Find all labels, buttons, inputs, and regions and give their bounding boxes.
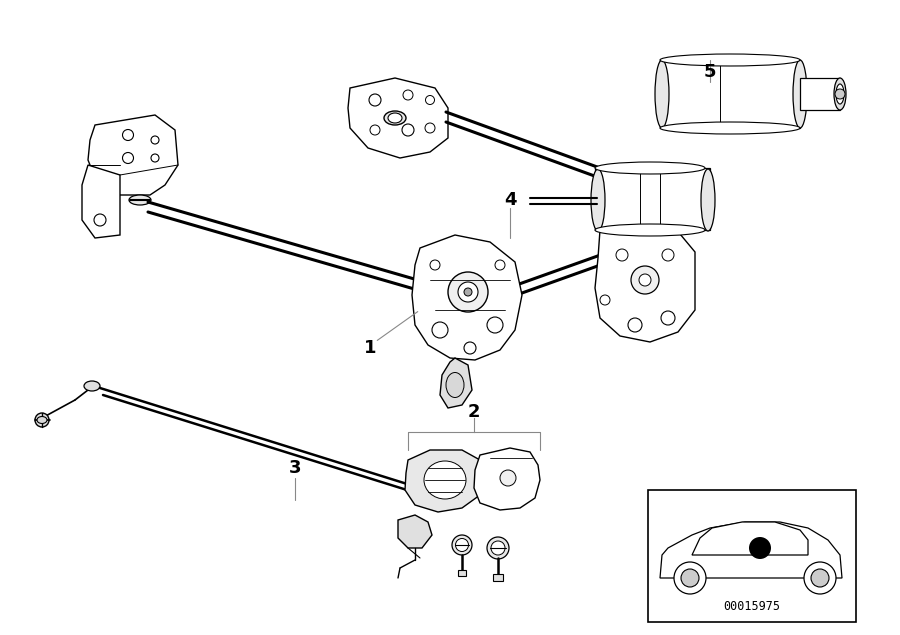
Ellipse shape: [388, 113, 402, 123]
Circle shape: [661, 311, 675, 325]
Circle shape: [94, 214, 106, 226]
Ellipse shape: [836, 84, 844, 104]
Polygon shape: [474, 448, 540, 510]
Polygon shape: [405, 450, 485, 512]
Circle shape: [426, 95, 435, 105]
Ellipse shape: [129, 195, 151, 205]
Circle shape: [495, 260, 505, 270]
Circle shape: [464, 288, 472, 296]
Circle shape: [662, 249, 674, 261]
Polygon shape: [800, 78, 840, 110]
Ellipse shape: [701, 169, 715, 231]
Circle shape: [464, 342, 476, 354]
Text: 4: 4: [504, 191, 517, 209]
Polygon shape: [660, 60, 800, 128]
Polygon shape: [595, 218, 695, 342]
Circle shape: [370, 125, 380, 135]
Circle shape: [458, 282, 478, 302]
Circle shape: [35, 413, 49, 427]
Text: 3: 3: [289, 459, 302, 477]
Circle shape: [403, 90, 413, 100]
Polygon shape: [692, 522, 808, 555]
Ellipse shape: [424, 461, 466, 499]
Polygon shape: [440, 358, 472, 408]
Circle shape: [835, 89, 845, 99]
Circle shape: [749, 537, 771, 559]
Circle shape: [804, 562, 836, 594]
Ellipse shape: [655, 60, 669, 128]
Circle shape: [681, 569, 699, 587]
Ellipse shape: [591, 169, 605, 231]
Circle shape: [500, 470, 516, 486]
Circle shape: [616, 249, 628, 261]
Ellipse shape: [793, 60, 807, 128]
Circle shape: [487, 317, 503, 333]
Ellipse shape: [384, 111, 406, 125]
Polygon shape: [595, 168, 710, 230]
Circle shape: [631, 266, 659, 294]
Circle shape: [448, 272, 488, 312]
Circle shape: [122, 130, 133, 140]
Bar: [493, 574, 503, 581]
Ellipse shape: [84, 381, 100, 391]
Ellipse shape: [595, 162, 705, 174]
Circle shape: [425, 123, 435, 133]
Circle shape: [628, 318, 642, 332]
Circle shape: [491, 541, 505, 555]
Polygon shape: [88, 115, 178, 195]
Polygon shape: [412, 235, 522, 360]
Text: 1: 1: [364, 339, 376, 357]
Bar: [458, 570, 466, 576]
Polygon shape: [660, 522, 842, 578]
Ellipse shape: [660, 122, 800, 134]
Circle shape: [811, 569, 829, 587]
Ellipse shape: [834, 78, 846, 110]
Circle shape: [151, 154, 159, 162]
Bar: [648, 490, 856, 622]
Text: 2: 2: [468, 403, 481, 421]
Circle shape: [600, 295, 610, 305]
Circle shape: [402, 124, 414, 136]
Circle shape: [452, 535, 472, 555]
Ellipse shape: [660, 54, 800, 66]
Circle shape: [487, 537, 509, 559]
Circle shape: [455, 538, 469, 552]
Ellipse shape: [37, 417, 47, 424]
Text: 5: 5: [704, 63, 716, 81]
Circle shape: [151, 136, 159, 144]
Circle shape: [430, 260, 440, 270]
Circle shape: [432, 322, 448, 338]
Ellipse shape: [595, 224, 705, 236]
Polygon shape: [348, 78, 448, 158]
Polygon shape: [82, 165, 120, 238]
Polygon shape: [398, 515, 432, 548]
Circle shape: [674, 562, 706, 594]
Text: 00015975: 00015975: [724, 601, 780, 613]
Ellipse shape: [446, 373, 464, 398]
Circle shape: [122, 152, 133, 163]
Circle shape: [369, 94, 381, 106]
Circle shape: [639, 274, 651, 286]
